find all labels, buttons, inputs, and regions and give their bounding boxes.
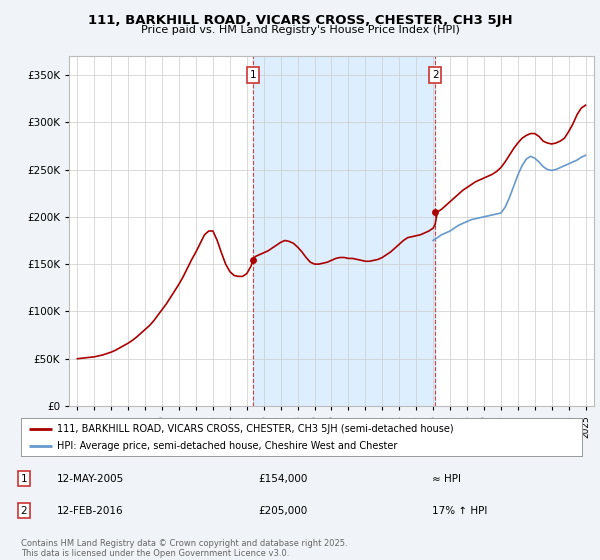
Text: 111, BARKHILL ROAD, VICARS CROSS, CHESTER, CH3 5JH (semi-detached house): 111, BARKHILL ROAD, VICARS CROSS, CHESTE…	[58, 423, 454, 433]
Text: £154,000: £154,000	[258, 474, 307, 484]
Text: 12-MAY-2005: 12-MAY-2005	[57, 474, 124, 484]
Point	[248, 256, 258, 265]
Text: 1: 1	[20, 474, 28, 484]
Point	[430, 208, 440, 217]
Text: 1: 1	[250, 70, 256, 80]
Bar	[253, 56, 435, 406]
Text: 2: 2	[20, 506, 28, 516]
Text: 12-FEB-2016: 12-FEB-2016	[57, 506, 124, 516]
Text: HPI: Average price, semi-detached house, Cheshire West and Chester: HPI: Average price, semi-detached house,…	[58, 441, 398, 451]
Text: Price paid vs. HM Land Registry's House Price Index (HPI): Price paid vs. HM Land Registry's House …	[140, 25, 460, 35]
Text: £205,000: £205,000	[258, 506, 307, 516]
Text: 17% ↑ HPI: 17% ↑ HPI	[432, 506, 487, 516]
Text: 111, BARKHILL ROAD, VICARS CROSS, CHESTER, CH3 5JH: 111, BARKHILL ROAD, VICARS CROSS, CHESTE…	[88, 14, 512, 27]
Text: 2: 2	[432, 70, 439, 80]
Text: ≈ HPI: ≈ HPI	[432, 474, 461, 484]
Text: Contains HM Land Registry data © Crown copyright and database right 2025.
This d: Contains HM Land Registry data © Crown c…	[21, 539, 347, 558]
